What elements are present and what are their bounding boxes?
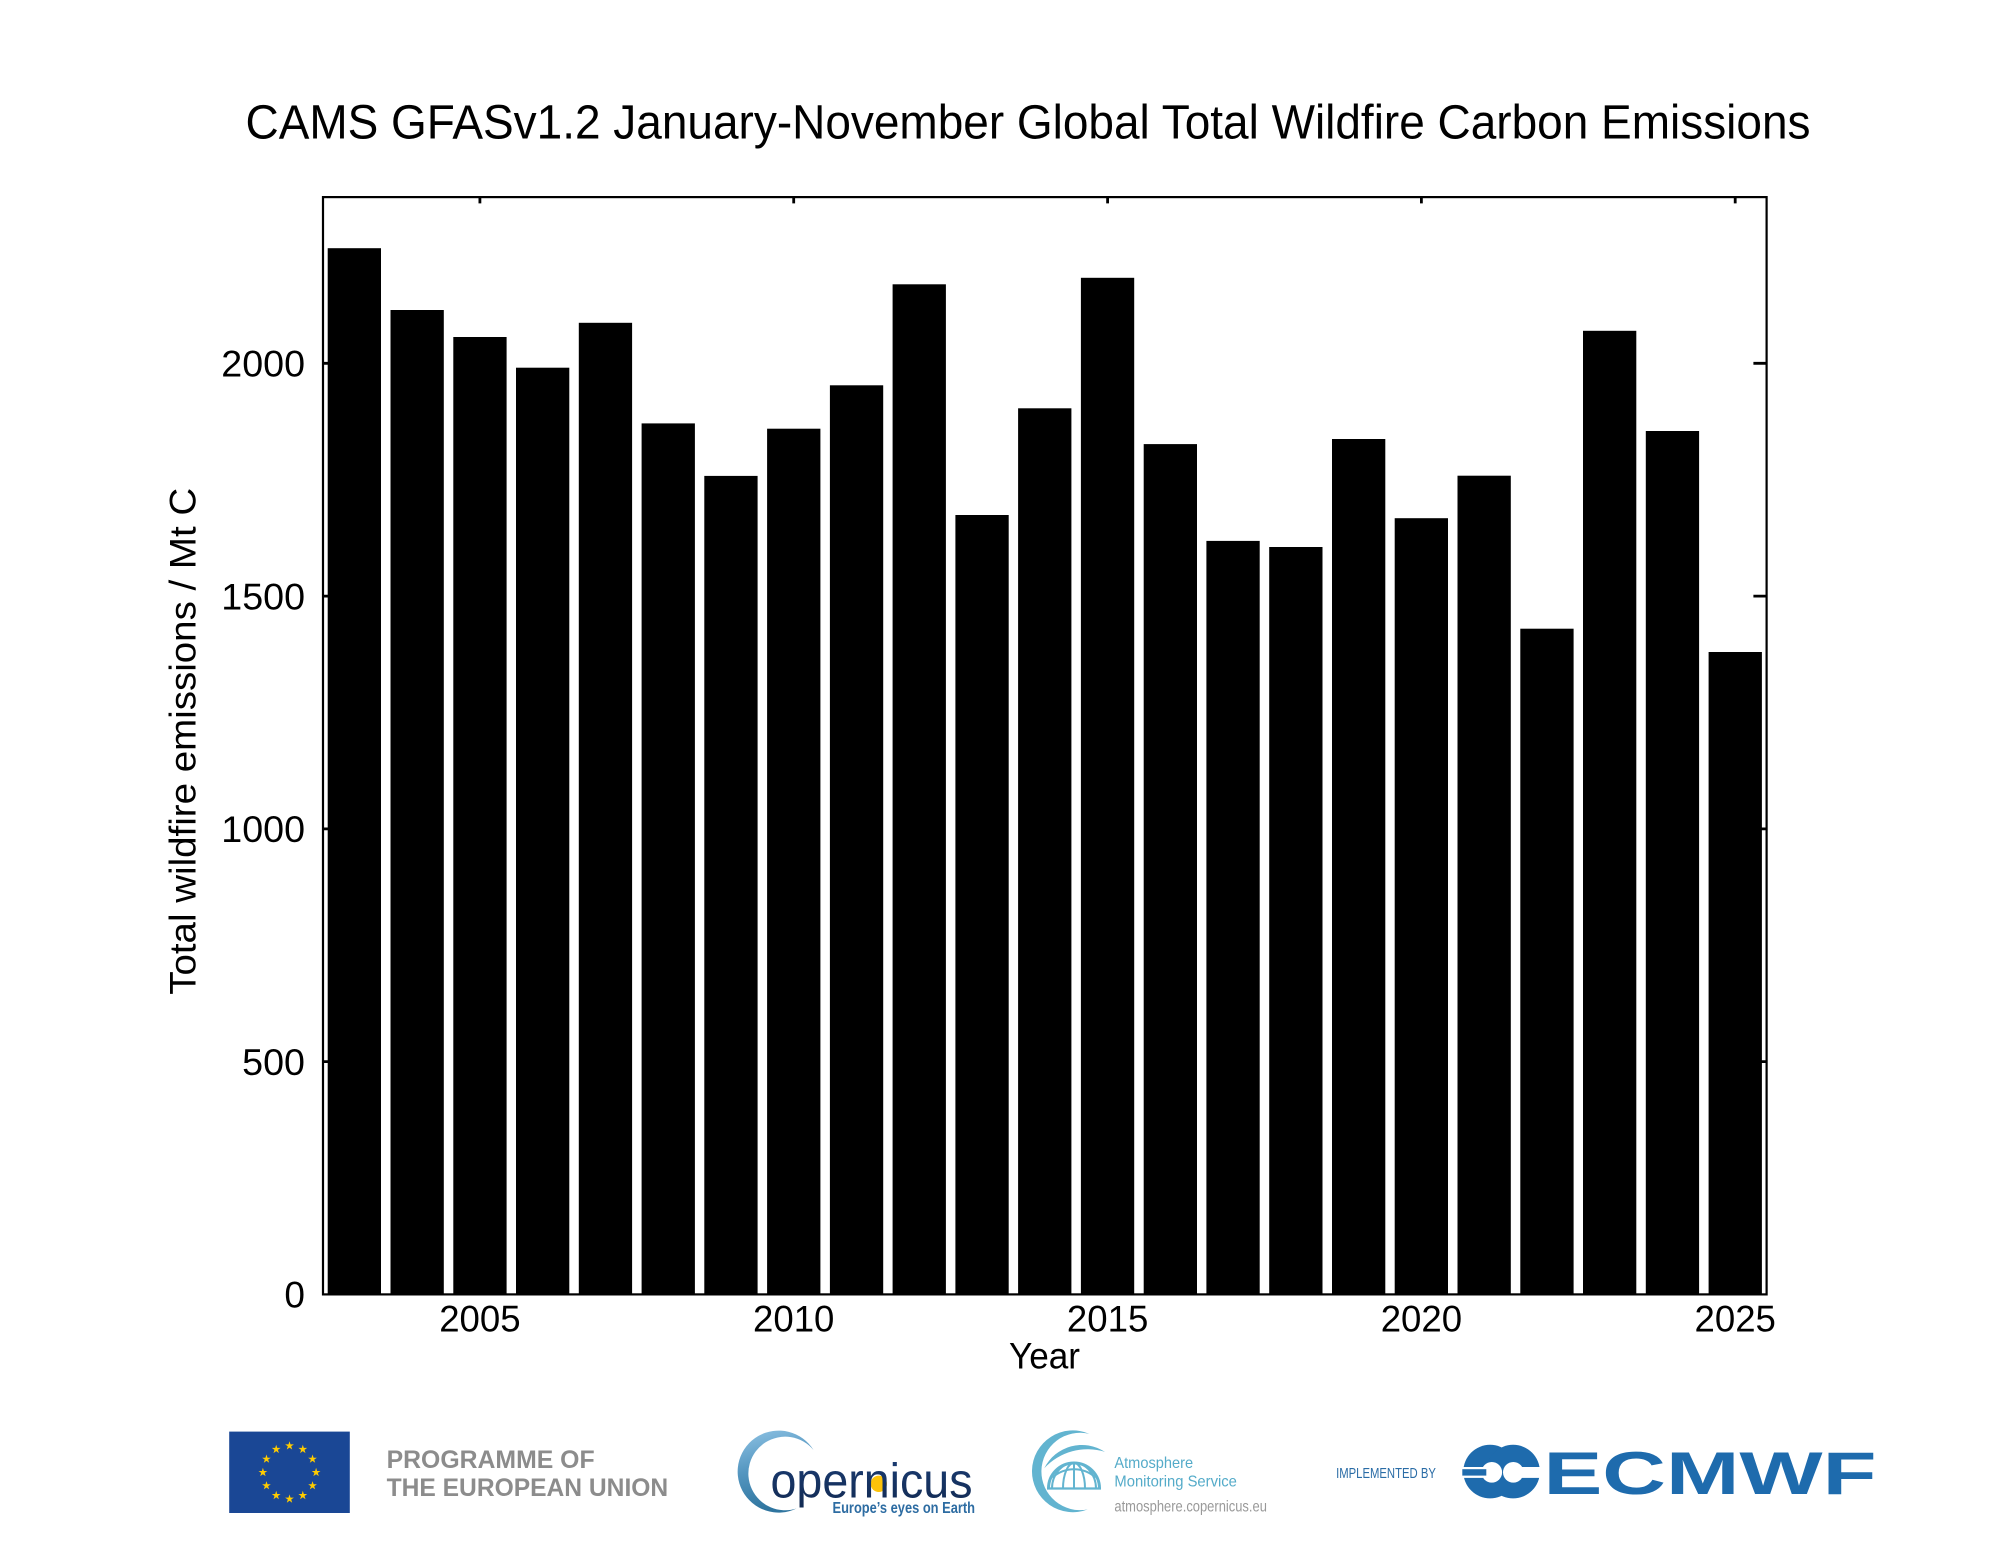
svg-text:2000: 2000 [221, 344, 305, 385]
svg-text:THE EUROPEAN UNION: THE EUROPEAN UNION [387, 1474, 669, 1502]
svg-text:500: 500 [242, 1042, 305, 1083]
svg-text:ECMWF: ECMWF [1544, 1440, 1877, 1507]
svg-text:2005: 2005 [439, 1299, 520, 1340]
svg-text:opernicus: opernicus [771, 1455, 973, 1509]
svg-text:0: 0 [284, 1275, 305, 1316]
svg-text:2010: 2010 [753, 1299, 834, 1340]
svg-text:CAMS GFASv1.2 January-November: CAMS GFASv1.2 January-November Global To… [246, 95, 1811, 149]
svg-text:2015: 2015 [1067, 1299, 1148, 1340]
svg-text:Monitoring Service: Monitoring Service [1114, 1473, 1237, 1490]
svg-text:Atmosphere: Atmosphere [1114, 1455, 1193, 1472]
svg-text:2020: 2020 [1381, 1299, 1462, 1340]
svg-text:1000: 1000 [221, 809, 305, 850]
svg-text:atmosphere.copernicus.eu: atmosphere.copernicus.eu [1114, 1498, 1267, 1515]
svg-text:Total wildfire emissions / Mt: Total wildfire emissions / Mt C [163, 488, 204, 995]
svg-text:1500: 1500 [221, 576, 305, 617]
svg-text:IMPLEMENTED BY: IMPLEMENTED BY [1336, 1465, 1436, 1482]
svg-text:Europe’s eyes on Earth: Europe’s eyes on Earth [833, 1500, 976, 1517]
svg-text:Year: Year [1009, 1336, 1080, 1377]
svg-text:PROGRAMME OF: PROGRAMME OF [387, 1446, 595, 1474]
svg-text:2025: 2025 [1695, 1299, 1776, 1340]
